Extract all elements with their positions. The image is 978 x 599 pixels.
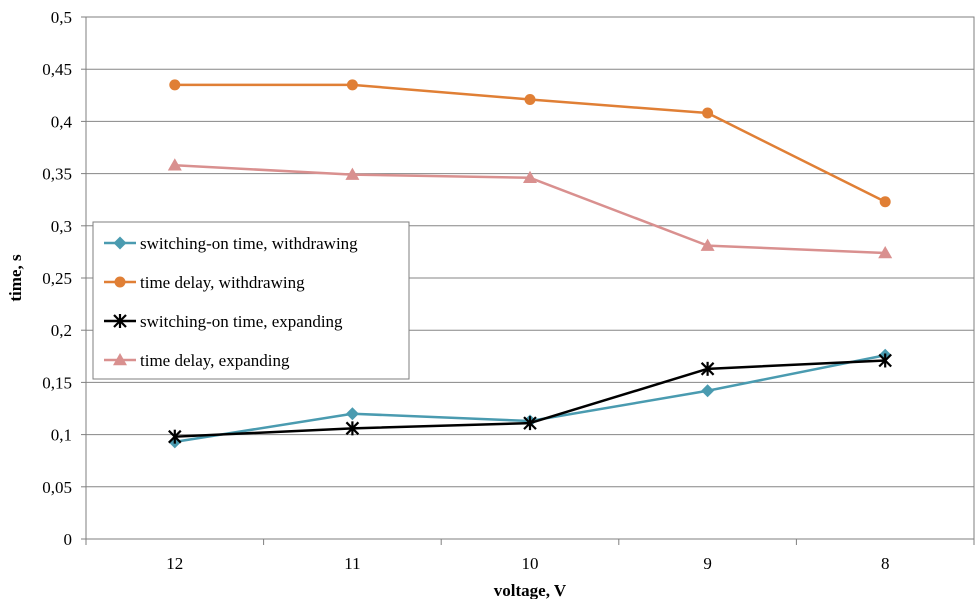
data-point: [167, 158, 182, 171]
y-tick-label: 0,4: [51, 112, 73, 131]
legend-marker: [113, 236, 127, 250]
y-tick-label: 0,5: [51, 8, 72, 27]
x-tick-label: 12: [166, 554, 183, 573]
data-point: [702, 107, 714, 119]
y-axis-ticks: 0 0,05 0,1 0,15 0,2 0,25 0,3 0,35 0,4 0,45 0,5: [42, 8, 86, 549]
legend-marker: [113, 314, 127, 328]
data-point: [168, 429, 182, 444]
data-point: [878, 245, 893, 259]
legend-item: time delay, expanding: [104, 351, 290, 370]
y-tick-label: 0,35: [42, 165, 72, 184]
data-point: [700, 238, 715, 251]
legend-label: time delay, withdrawing: [140, 273, 305, 292]
y-tick-label: 0,2: [51, 321, 72, 340]
legend-label: switching-on time, expanding: [140, 312, 343, 331]
data-point: [878, 353, 892, 368]
y-tick-label: 0,1: [51, 426, 72, 445]
data-point: [345, 167, 360, 180]
data-point: [700, 361, 715, 376]
plot-area-border: [85, 16, 975, 540]
y-tick-label: 0,25: [42, 269, 72, 288]
data-point: [346, 79, 358, 91]
legend-marker: [114, 276, 126, 288]
data-series: [167, 79, 893, 449]
legend-marker: [113, 353, 127, 366]
legend-label: switching-on time, withdrawing: [140, 234, 358, 253]
legend-item: switching-on time, withdrawing: [104, 234, 358, 253]
y-tick-label: 0,15: [42, 373, 72, 392]
data-point: [169, 79, 181, 91]
x-axis-ticks: 12 11 10 9 8: [85, 539, 975, 573]
legend-item: switching-on time, expanding: [104, 312, 343, 331]
y-tick-label: 0,45: [42, 60, 72, 79]
series-2: [168, 353, 892, 444]
x-tick-label: 10: [522, 554, 539, 573]
data-point: [701, 384, 715, 398]
x-tick-label: 9: [703, 554, 712, 573]
legend: switching-on time, withdrawing time delay…: [92, 221, 410, 380]
data-point: [524, 93, 536, 105]
legend-box: [92, 221, 410, 380]
data-point: [523, 416, 537, 431]
series-1: [169, 79, 891, 208]
x-axis-title: voltage, V: [494, 581, 567, 599]
data-point: [345, 421, 360, 436]
x-tick-label: 8: [881, 554, 890, 573]
legend-item: time delay, withdrawing: [104, 273, 305, 292]
x-tick-label: 11: [344, 554, 360, 573]
data-point: [879, 196, 891, 208]
legend-label: time delay, expanding: [140, 351, 290, 370]
y-tick-label: 0: [64, 530, 73, 549]
y-tick-label: 0,05: [42, 478, 72, 497]
y-axis-title: time, s: [6, 254, 25, 302]
y-tick-label: 0,3: [51, 217, 72, 236]
series-3: [167, 158, 893, 259]
data-point: [345, 407, 359, 421]
data-point: [523, 170, 537, 184]
